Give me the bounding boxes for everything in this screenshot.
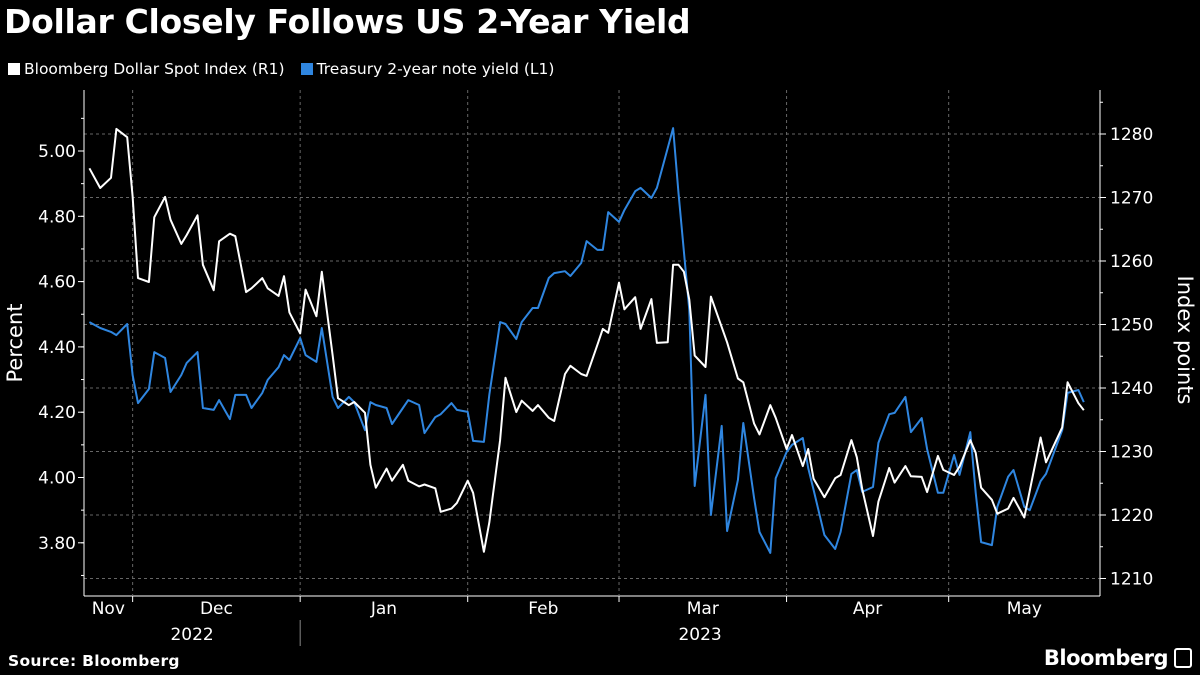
x-axis-month-label: Jan [370, 599, 397, 619]
legend-swatch-white [8, 63, 20, 75]
legend-item-dollar-index: Bloomberg Dollar Spot Index (R1) [8, 60, 285, 78]
legend-swatch-blue [300, 63, 313, 75]
x-axis-month-label: Mar [687, 599, 719, 619]
right-axis-tick-label: 1240 [1110, 379, 1153, 399]
x-axis-month-label: Feb [528, 599, 558, 619]
left-axis-tick-label: 3.80 [38, 534, 76, 554]
right-axis-tick-label: 1230 [1110, 443, 1153, 463]
chart-title: Dollar Closely Follows US 2-Year Yield [4, 2, 691, 41]
x-axis-month-label: Dec [200, 599, 233, 619]
logo-text: Bloomberg [1043, 646, 1169, 670]
left-axis-tick-label: 4.80 [38, 207, 76, 227]
source-note: Source: Bloomberg [8, 652, 180, 670]
series-line-dollar-index [88, 127, 1085, 553]
right-axis-tick-label: 1270 [1110, 189, 1153, 209]
series-line-2yr-yield [88, 127, 1085, 554]
x-axis-month-label: Nov [92, 599, 125, 619]
legend-label: Bloomberg Dollar Spot Index (R1) [24, 60, 285, 78]
bloomberg-logo: Bloomberg [1044, 646, 1192, 670]
x-axis-month-label: Apr [853, 599, 882, 619]
right-axis-tick-label: 1250 [1110, 316, 1153, 336]
legend: Bloomberg Dollar Spot Index (R1) Treasur… [8, 60, 554, 78]
legend-item-2yr-yield: Treasury 2-year note yield (L1) [300, 60, 555, 78]
legend-label: Treasury 2-year note yield (L1) [316, 60, 555, 78]
right-axis-tick-label: 1220 [1110, 506, 1153, 526]
left-axis-tick-label: 5.00 [38, 142, 76, 162]
x-axis-year-label: 2022 [170, 625, 213, 645]
right-axis-tick-label: 1260 [1110, 252, 1153, 272]
right-axis-tick-label: 1280 [1110, 125, 1153, 145]
left-axis-tick-label: 4.60 [38, 273, 76, 293]
left-axis-tick-label: 4.40 [38, 338, 76, 358]
bloomberg-chart-icon [1174, 648, 1192, 668]
x-axis-year-label: 2023 [678, 625, 721, 645]
x-axis-month-label: May [1007, 599, 1042, 619]
left-axis-tick-label: 4.00 [38, 469, 76, 489]
right-axis-title: Index points [1173, 276, 1197, 405]
right-axis-tick-label: 1210 [1110, 570, 1153, 590]
left-axis-tick-label: 4.20 [38, 403, 76, 423]
left-axis-title: Percent [3, 303, 27, 382]
